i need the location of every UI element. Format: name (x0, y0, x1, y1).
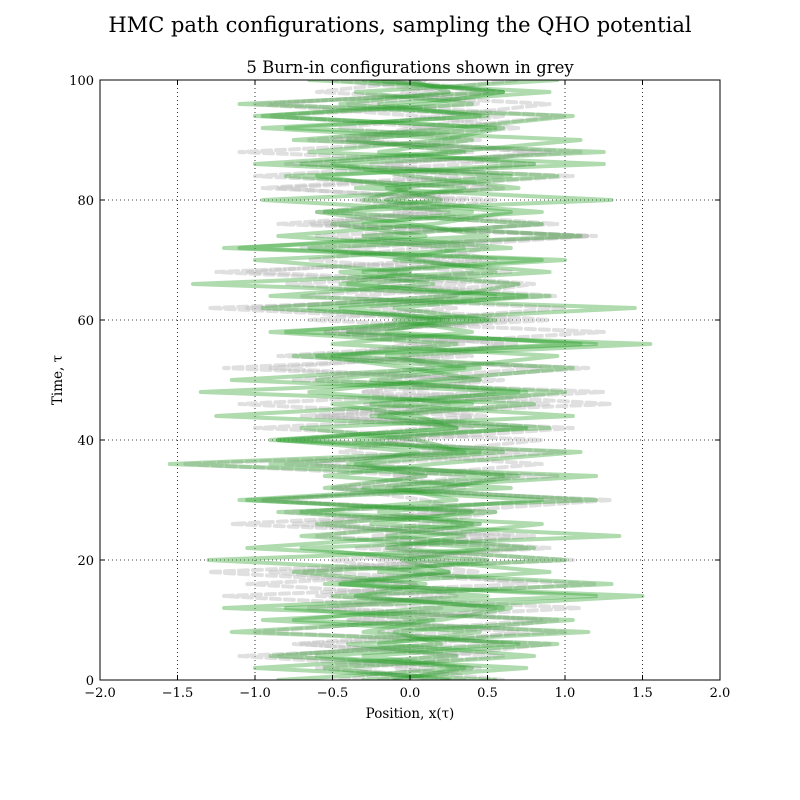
sample-path-8 (198, 80, 622, 680)
y-axis-label: Time, τ (50, 355, 66, 405)
x-tick-label: 0.5 (477, 686, 498, 701)
x-tick-label: −1.5 (162, 686, 194, 701)
y-tick-label: 0 (86, 674, 94, 689)
y-tick-label: 60 (77, 314, 94, 329)
grid (100, 80, 720, 680)
burn-in-path-5 (206, 80, 606, 680)
burn-in-path-1 (222, 80, 591, 680)
y-tick-label: 100 (69, 74, 94, 89)
sample-path-9 (237, 80, 575, 680)
sample-path-6 (191, 80, 653, 680)
x-axis-label: Position, x(τ) (366, 706, 455, 722)
chart-title: HMC path configurations, sampling the QH… (108, 13, 691, 37)
x-tick-label: 0.0 (400, 686, 421, 701)
burn-in-path-3 (214, 80, 614, 680)
x-tick-label: 2.0 (710, 686, 731, 701)
x-tick-label: −2.0 (84, 686, 116, 701)
chart-subtitle: 5 Burn-in configurations shown in grey (246, 58, 574, 77)
sample-path-7 (167, 80, 645, 680)
x-tick-label: 1.5 (632, 686, 653, 701)
x-tick-label: 1.0 (555, 686, 576, 701)
y-tick-label: 40 (77, 434, 94, 449)
y-tick-label: 80 (77, 194, 94, 209)
burn-in-path-4 (183, 80, 614, 680)
x-tick-label: −0.5 (317, 686, 349, 701)
ticks: −2.0 −1.5 −1.0 −0.5 0.0 0.5 1.0 1.5 2.0 0 20 40 60 80… (69, 74, 730, 701)
burn-in-path-2 (206, 80, 606, 680)
series-layer (167, 80, 653, 680)
y-tick-label: 20 (77, 554, 94, 569)
sample-path-10 (260, 80, 598, 680)
x-tick-label: −1.0 (239, 686, 271, 701)
